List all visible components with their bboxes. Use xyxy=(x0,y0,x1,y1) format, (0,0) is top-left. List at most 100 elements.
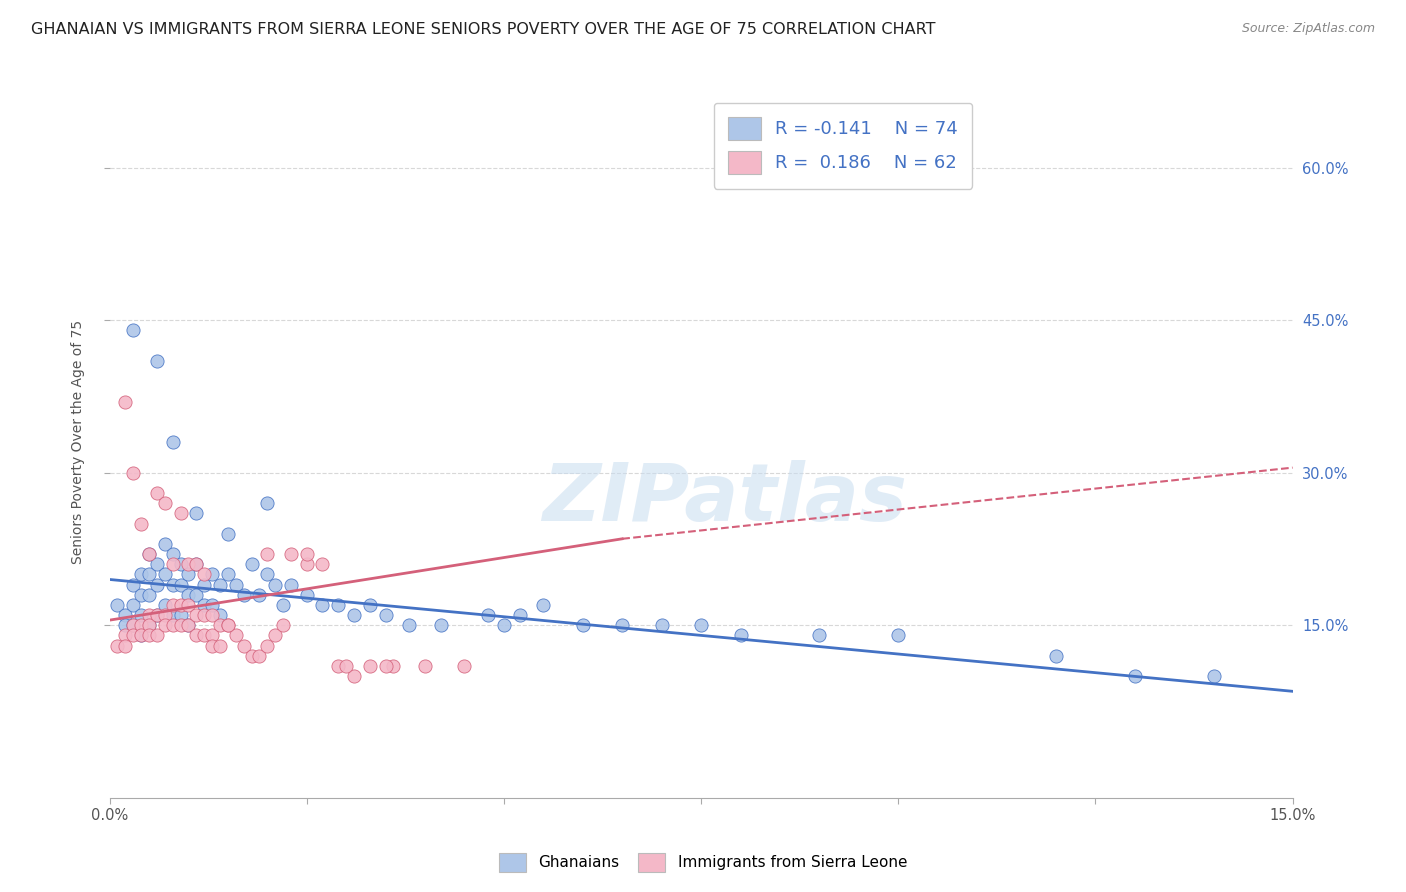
Point xyxy=(186,507,208,521)
Point xyxy=(256,496,278,510)
Point xyxy=(311,558,333,572)
Legend: R = -0.141    N = 74, R =  0.186    N = 62: R = -0.141 N = 74, R = 0.186 N = 62 xyxy=(714,103,973,188)
Point xyxy=(201,598,224,612)
Point xyxy=(129,628,152,642)
Point xyxy=(153,496,176,510)
Point xyxy=(129,608,152,623)
Point xyxy=(509,608,531,623)
Point xyxy=(146,577,169,591)
Point xyxy=(153,608,176,623)
Point xyxy=(138,618,160,632)
Point xyxy=(129,567,152,582)
Point xyxy=(232,588,254,602)
Point xyxy=(311,598,333,612)
Point xyxy=(193,577,215,591)
Point xyxy=(359,659,381,673)
Point xyxy=(138,608,160,623)
Point xyxy=(107,639,129,653)
Point xyxy=(374,659,396,673)
Point xyxy=(177,598,200,612)
Point xyxy=(122,618,145,632)
Point xyxy=(122,577,145,591)
Point xyxy=(690,618,713,632)
Point xyxy=(240,648,263,663)
Point xyxy=(193,608,215,623)
Point xyxy=(247,648,270,663)
Point xyxy=(186,558,208,572)
Point xyxy=(201,567,224,582)
Point xyxy=(169,507,191,521)
Point xyxy=(129,628,152,642)
Point xyxy=(225,577,247,591)
Point xyxy=(114,628,136,642)
Point xyxy=(430,618,453,632)
Point xyxy=(153,567,176,582)
Point xyxy=(186,628,208,642)
Point xyxy=(169,618,191,632)
Point xyxy=(162,608,184,623)
Point xyxy=(169,577,191,591)
Point xyxy=(122,323,145,337)
Point xyxy=(1123,669,1146,683)
Point xyxy=(146,628,169,642)
Point xyxy=(129,618,152,632)
Point xyxy=(328,659,350,673)
Point xyxy=(264,577,287,591)
Point xyxy=(129,516,152,531)
Point xyxy=(808,628,831,642)
Point xyxy=(612,618,634,632)
Point xyxy=(256,567,278,582)
Point xyxy=(343,608,366,623)
Point xyxy=(201,628,224,642)
Point xyxy=(398,618,420,632)
Point xyxy=(295,558,318,572)
Point xyxy=(280,547,302,561)
Point xyxy=(162,618,184,632)
Point xyxy=(225,628,247,642)
Point xyxy=(146,558,169,572)
Point xyxy=(138,547,160,561)
Point xyxy=(1202,669,1225,683)
Point xyxy=(571,618,593,632)
Point xyxy=(122,466,145,480)
Point xyxy=(146,608,169,623)
Text: Source: ZipAtlas.com: Source: ZipAtlas.com xyxy=(1241,22,1375,36)
Point xyxy=(295,588,318,602)
Point xyxy=(146,354,169,368)
Point xyxy=(256,639,278,653)
Point xyxy=(153,618,176,632)
Y-axis label: Seniors Poverty Over the Age of 75: Seniors Poverty Over the Age of 75 xyxy=(72,320,86,565)
Point xyxy=(114,608,136,623)
Point xyxy=(201,639,224,653)
Point xyxy=(208,618,231,632)
Point xyxy=(153,537,176,551)
Point xyxy=(217,567,239,582)
Point xyxy=(114,394,136,409)
Point xyxy=(193,598,215,612)
Point xyxy=(186,608,208,623)
Point xyxy=(193,567,215,582)
Point xyxy=(374,608,396,623)
Point xyxy=(153,598,176,612)
Point xyxy=(107,598,129,612)
Point xyxy=(359,598,381,612)
Point xyxy=(1045,648,1067,663)
Point xyxy=(201,608,224,623)
Point xyxy=(122,598,145,612)
Legend: Ghanaians, Immigrants from Sierra Leone: Ghanaians, Immigrants from Sierra Leone xyxy=(491,845,915,880)
Point xyxy=(138,547,160,561)
Point xyxy=(193,628,215,642)
Point xyxy=(177,558,200,572)
Point xyxy=(217,618,239,632)
Point xyxy=(264,628,287,642)
Point xyxy=(114,639,136,653)
Point xyxy=(186,558,208,572)
Point xyxy=(217,526,239,541)
Point xyxy=(208,608,231,623)
Point xyxy=(162,598,184,612)
Point xyxy=(453,659,475,673)
Point xyxy=(177,588,200,602)
Point xyxy=(271,618,294,632)
Point xyxy=(122,628,145,642)
Point xyxy=(177,618,200,632)
